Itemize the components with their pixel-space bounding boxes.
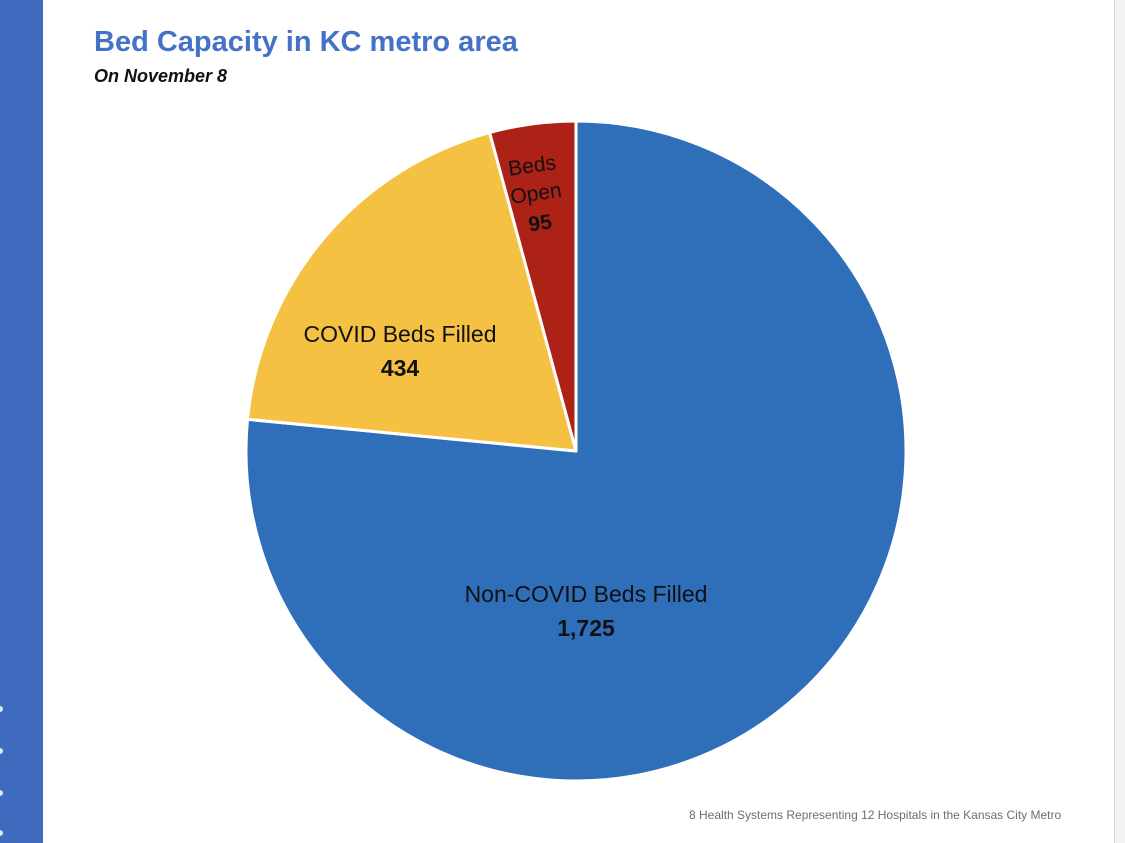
slice-name-label: Non-COVID Beds Filled: [465, 581, 708, 607]
chart-title: Bed Capacity in KC metro area: [94, 26, 518, 58]
pie-slices: [244, 119, 908, 783]
scrollbar-edge: [1114, 0, 1125, 843]
pie-slice-non-covid-beds-filled: [244, 119, 908, 783]
slice-value-label: 434: [381, 355, 420, 381]
slice-value-label: 95: [527, 210, 554, 236]
bullet-dot: [0, 790, 3, 796]
chart-subtitle: On November 8: [94, 66, 228, 86]
bullet-dot: [0, 748, 3, 754]
pie-slice-beds-open: [488, 119, 578, 453]
bullet-dot: [0, 830, 3, 836]
bullet-dot: [0, 706, 3, 712]
slice-value-label: 1,725: [557, 615, 615, 641]
slice-name-label: COVID Beds Filled: [303, 321, 496, 347]
slice-label-group: COVID Beds Filled 434: [303, 321, 496, 381]
slice-label-group: Non-COVID Beds Filled 1,725: [465, 581, 708, 641]
pie-slice-covid-beds-filled: [246, 131, 578, 453]
footnote: 8 Health Systems Representing 12 Hospita…: [689, 808, 1062, 822]
side-accent-bar: [0, 0, 43, 843]
